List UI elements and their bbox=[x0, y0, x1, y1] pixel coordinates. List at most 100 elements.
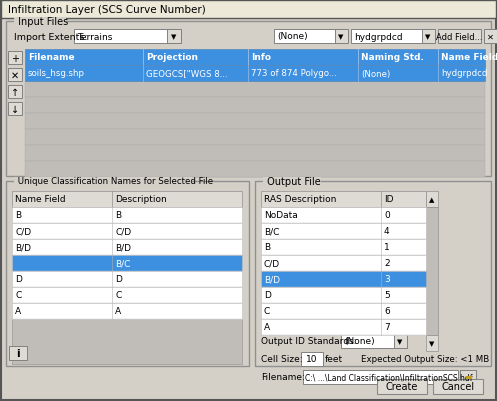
Text: C: C bbox=[15, 291, 21, 300]
Bar bbox=[25, 162, 485, 178]
Bar bbox=[74, 30, 174, 44]
Text: ✕: ✕ bbox=[487, 32, 494, 41]
Text: B: B bbox=[264, 243, 270, 252]
Bar bbox=[261, 287, 426, 303]
Text: 0: 0 bbox=[384, 211, 390, 220]
Text: 773 of 874 Polygo...: 773 of 874 Polygo... bbox=[251, 69, 337, 78]
Text: +: + bbox=[11, 53, 19, 63]
Bar bbox=[261, 255, 426, 271]
Text: hydgrpdcd: hydgrpdcd bbox=[354, 32, 403, 41]
Text: D: D bbox=[115, 275, 122, 284]
Bar bbox=[25, 98, 485, 114]
Text: 7: 7 bbox=[384, 323, 390, 332]
Bar bbox=[255, 182, 491, 366]
Bar bbox=[8, 52, 22, 65]
Text: D: D bbox=[15, 275, 22, 284]
Text: Projection: Projection bbox=[146, 53, 198, 62]
Bar bbox=[433, 379, 483, 394]
Text: C/D: C/D bbox=[15, 227, 31, 236]
Bar bbox=[12, 192, 242, 207]
Text: RAS Description: RAS Description bbox=[264, 195, 336, 204]
Text: Output File: Output File bbox=[264, 176, 324, 186]
Text: ▼: ▼ bbox=[425, 34, 431, 40]
Text: A: A bbox=[115, 307, 121, 316]
Bar bbox=[8, 103, 22, 116]
Text: ▼: ▼ bbox=[397, 338, 403, 344]
Bar bbox=[12, 255, 242, 271]
Text: Import Extents:: Import Extents: bbox=[14, 32, 87, 41]
Bar bbox=[261, 239, 426, 255]
Bar bbox=[422, 30, 435, 44]
Bar bbox=[351, 30, 429, 44]
Bar bbox=[301, 352, 323, 366]
Bar bbox=[460, 370, 476, 384]
Text: Description: Description bbox=[115, 195, 167, 204]
Text: Create: Create bbox=[386, 381, 418, 391]
Bar bbox=[25, 114, 485, 130]
Bar bbox=[12, 287, 242, 303]
Text: Name Field: Name Field bbox=[441, 53, 497, 62]
Bar bbox=[6, 22, 491, 176]
Bar bbox=[25, 82, 485, 98]
Text: soils_hsg.shp: soils_hsg.shp bbox=[28, 69, 85, 78]
Text: ✕: ✕ bbox=[11, 70, 19, 80]
Text: GEOGCS["WGS 8...: GEOGCS["WGS 8... bbox=[146, 69, 228, 78]
Bar bbox=[261, 271, 426, 287]
Text: Name Field: Name Field bbox=[15, 195, 66, 204]
Text: Unique Classification Names for Selected File: Unique Classification Names for Selected… bbox=[15, 177, 216, 186]
Text: B: B bbox=[115, 211, 121, 220]
Text: Infiltration Layer (SCS Curve Number): Infiltration Layer (SCS Curve Number) bbox=[8, 5, 206, 15]
Text: hydgrpdcd: hydgrpdcd bbox=[441, 69, 488, 78]
Bar bbox=[484, 30, 497, 44]
Bar bbox=[14, 18, 66, 27]
Text: Filename: Filename bbox=[28, 53, 75, 62]
Bar bbox=[25, 146, 485, 162]
Bar bbox=[438, 30, 481, 44]
Text: A: A bbox=[15, 307, 21, 316]
Text: feet: feet bbox=[325, 354, 343, 364]
Bar bbox=[261, 319, 426, 335]
Text: D: D bbox=[264, 291, 271, 300]
Text: Add Field...: Add Field... bbox=[436, 32, 482, 41]
Text: Terrains: Terrains bbox=[77, 32, 112, 41]
Text: 6: 6 bbox=[384, 307, 390, 316]
Text: ▲: ▲ bbox=[429, 196, 435, 203]
Text: A: A bbox=[264, 323, 270, 332]
Text: Expected Output Size: <1 MB: Expected Output Size: <1 MB bbox=[361, 354, 489, 364]
Bar bbox=[167, 30, 181, 44]
Text: B/C: B/C bbox=[264, 227, 279, 236]
Text: C/D: C/D bbox=[264, 259, 280, 268]
Bar bbox=[25, 130, 485, 146]
Text: NoData: NoData bbox=[264, 211, 298, 220]
Text: (None): (None) bbox=[277, 32, 308, 41]
Bar bbox=[263, 178, 321, 186]
Text: (None): (None) bbox=[344, 337, 375, 346]
Text: ▼: ▼ bbox=[171, 34, 177, 40]
Bar bbox=[8, 86, 22, 99]
Text: C/D: C/D bbox=[115, 227, 131, 236]
Text: Input Files: Input Files bbox=[15, 17, 72, 27]
Text: (None): (None) bbox=[361, 69, 390, 78]
Bar bbox=[12, 319, 242, 364]
Text: i: i bbox=[16, 348, 20, 358]
Bar bbox=[377, 379, 427, 394]
Text: Naming Std.: Naming Std. bbox=[361, 53, 424, 62]
Bar bbox=[8, 69, 22, 82]
Text: ID: ID bbox=[384, 195, 394, 204]
Bar bbox=[12, 271, 242, 287]
Text: Output ID Standards:: Output ID Standards: bbox=[261, 337, 356, 346]
Text: B/D: B/D bbox=[115, 243, 131, 252]
Text: ▼: ▼ bbox=[338, 34, 344, 40]
Bar bbox=[274, 30, 342, 44]
Bar bbox=[341, 334, 401, 348]
Bar bbox=[261, 223, 426, 239]
Text: 1: 1 bbox=[384, 243, 390, 252]
Bar bbox=[303, 370, 458, 384]
Text: 5: 5 bbox=[384, 291, 390, 300]
Text: 4: 4 bbox=[384, 227, 390, 236]
Bar bbox=[12, 223, 242, 239]
Text: Info: Info bbox=[251, 53, 271, 62]
Bar bbox=[261, 207, 426, 223]
Text: ▬: ▬ bbox=[464, 373, 472, 381]
Text: 3: 3 bbox=[384, 275, 390, 284]
